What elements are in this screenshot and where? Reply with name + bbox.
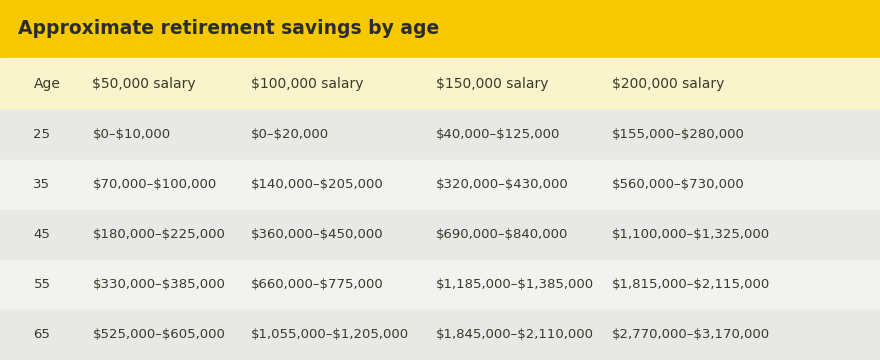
- Text: 55: 55: [33, 279, 50, 292]
- Text: \$0–\$10,000: \$0–\$10,000: [92, 129, 171, 141]
- Text: \$50,000 salary: \$50,000 salary: [92, 77, 196, 91]
- Text: \$180,000–\$225,000: \$180,000–\$225,000: [92, 229, 225, 242]
- Text: \$1,100,000–\$1,325,000: \$1,100,000–\$1,325,000: [612, 229, 770, 242]
- Text: \$200,000 salary: \$200,000 salary: [612, 77, 724, 91]
- Text: \$360,000–\$450,000: \$360,000–\$450,000: [251, 229, 384, 242]
- Text: \$690,000–\$840,000: \$690,000–\$840,000: [436, 229, 568, 242]
- Text: \$150,000 salary: \$150,000 salary: [436, 77, 548, 91]
- Text: 65: 65: [33, 328, 50, 342]
- Bar: [0, 110, 880, 160]
- Text: \$560,000–\$730,000: \$560,000–\$730,000: [612, 179, 744, 192]
- Bar: [0, 260, 880, 310]
- Text: \$1,185,000–\$1,385,000: \$1,185,000–\$1,385,000: [436, 279, 594, 292]
- Text: \$330,000–\$385,000: \$330,000–\$385,000: [92, 279, 225, 292]
- Text: Approximate retirement savings by age: Approximate retirement savings by age: [18, 19, 439, 39]
- Text: \$320,000–\$430,000: \$320,000–\$430,000: [436, 179, 568, 192]
- Bar: [0, 310, 880, 360]
- Text: \$40,000–\$125,000: \$40,000–\$125,000: [436, 129, 560, 141]
- Bar: [0, 58, 880, 110]
- Text: \$100,000 salary: \$100,000 salary: [251, 77, 363, 91]
- Text: \$660,000–\$775,000: \$660,000–\$775,000: [251, 279, 384, 292]
- Text: \$1,055,000–\$1,205,000: \$1,055,000–\$1,205,000: [251, 328, 409, 342]
- Text: 45: 45: [33, 229, 50, 242]
- Text: 25: 25: [33, 129, 50, 141]
- Text: \$1,815,000–\$2,115,000: \$1,815,000–\$2,115,000: [612, 279, 770, 292]
- Text: \$155,000–\$280,000: \$155,000–\$280,000: [612, 129, 744, 141]
- Text: \$0–\$20,000: \$0–\$20,000: [251, 129, 329, 141]
- Bar: [0, 210, 880, 260]
- Text: \$2,770,000–\$3,170,000: \$2,770,000–\$3,170,000: [612, 328, 770, 342]
- Text: \$140,000–\$205,000: \$140,000–\$205,000: [251, 179, 384, 192]
- Text: \$70,000–\$100,000: \$70,000–\$100,000: [92, 179, 216, 192]
- Text: \$525,000–\$605,000: \$525,000–\$605,000: [92, 328, 225, 342]
- Text: \$1,845,000–\$2,110,000: \$1,845,000–\$2,110,000: [436, 328, 594, 342]
- Text: 35: 35: [33, 179, 50, 192]
- Text: Age: Age: [33, 77, 61, 91]
- Bar: [0, 160, 880, 210]
- Bar: [0, 0, 880, 58]
